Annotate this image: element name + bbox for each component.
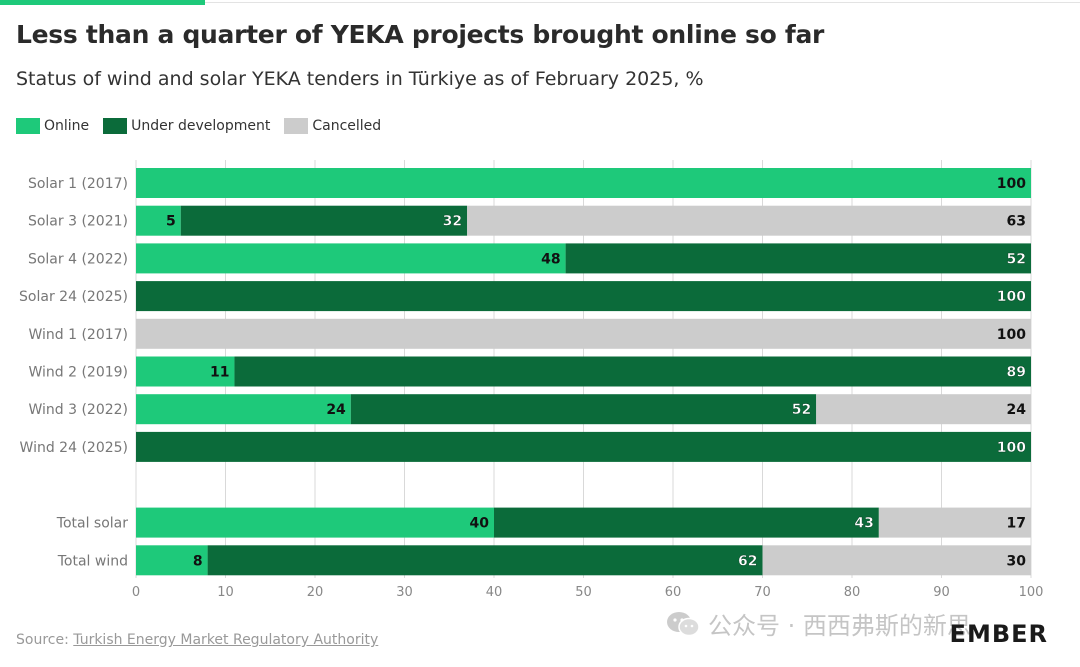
category-label: Solar 3 (2021): [28, 214, 128, 230]
bar-segment-online: [136, 545, 208, 576]
x-tick-label: 10: [217, 585, 234, 600]
wechat-icon: [667, 611, 700, 636]
bar-segment-under-development: [494, 507, 879, 538]
x-tick-label: 20: [307, 585, 324, 600]
data-label: 30: [1007, 553, 1027, 569]
data-label: 100: [997, 440, 1026, 456]
category-label: Wind 24 (2025): [20, 440, 128, 456]
source-note: Source: Turkish Energy Market Regulatory…: [16, 632, 378, 648]
x-tick-label: 60: [665, 585, 682, 600]
data-label: 43: [854, 516, 873, 532]
watermark-text: 公众号 · 西西弗斯的新思: [708, 612, 971, 640]
x-tick-label: 0: [132, 585, 140, 600]
category-label: Wind 1 (2017): [28, 327, 128, 343]
legend: Online Under development Cancelled: [16, 118, 395, 134]
bar-segment-online: [136, 168, 1031, 198]
bar-segment-under-development: [207, 545, 763, 576]
legend-swatch-under-development: [103, 118, 128, 134]
x-tick-label: 90: [933, 585, 950, 600]
data-label: 32: [443, 214, 462, 230]
source-link[interactable]: Turkish Energy Market Regulatory Authori…: [73, 632, 379, 648]
category-label: Total wind: [57, 553, 128, 569]
x-tick-label: 70: [754, 585, 771, 600]
data-label: 11: [210, 365, 229, 381]
stacked-bar-chart: 0 10 20 30 40 50 60 70 80 90 100 Solar 1 (2017) 100 S…: [19, 160, 1044, 600]
legend-item-cancelled: Cancelled: [284, 118, 381, 134]
category-label: Total solar: [56, 516, 128, 532]
data-label: 48: [541, 251, 560, 267]
x-tick-label: 80: [844, 585, 861, 600]
legend-label-under-development: Under development: [131, 118, 271, 134]
legend-item-online: Online: [16, 118, 89, 134]
legend-label-online: Online: [44, 118, 90, 134]
bar-segment-under-development: [565, 243, 1031, 274]
x-tick-label: 100: [1019, 585, 1044, 600]
bar-segment-online: [136, 507, 494, 538]
category-label: Solar 1 (2017): [28, 176, 128, 192]
data-label: 40: [470, 516, 490, 532]
bar-segment-under-development: [234, 356, 1031, 387]
bar-segment-cancelled: [816, 394, 1031, 425]
legend-item-under-development: Under development: [103, 118, 270, 134]
data-label: 17: [1007, 516, 1026, 532]
x-tick-label: 30: [396, 585, 413, 600]
bar-segment-online: [136, 243, 566, 274]
data-label: 100: [997, 176, 1026, 192]
bar-segment-online: [136, 394, 351, 425]
watermark: 公众号 · 西西弗斯的新思: [666, 606, 971, 641]
data-label: 100: [997, 289, 1026, 305]
data-label: 5: [166, 214, 176, 230]
bar-segment-under-development: [136, 431, 1031, 462]
data-label: 52: [792, 402, 811, 418]
bar-segment-online: [136, 356, 235, 387]
legend-label-cancelled: Cancelled: [312, 118, 382, 134]
legend-swatch-cancelled: [284, 118, 309, 134]
data-label: 52: [1007, 251, 1026, 267]
ember-logo: EMBER: [949, 620, 1048, 648]
category-label: Wind 3 (2022): [28, 402, 128, 418]
x-tick-label: 40: [486, 585, 503, 600]
bar-segment-online: [136, 205, 181, 236]
data-label: 62: [738, 553, 757, 569]
bar-segment-under-development: [180, 205, 468, 236]
bar-segment-cancelled: [762, 545, 1031, 576]
x-tick-label: 50: [575, 585, 592, 600]
data-label: 100: [997, 327, 1026, 343]
chart-subtitle: Status of wind and solar YEKA tenders in…: [16, 68, 704, 90]
top-divider: [205, 2, 1080, 3]
data-label: 24: [326, 402, 346, 418]
data-label: 8: [193, 553, 203, 569]
chart-title: Less than a quarter of YEKA projects bro…: [16, 20, 825, 49]
legend-swatch-online: [16, 118, 40, 134]
category-label: Solar 24 (2025): [19, 289, 128, 305]
bar-segment-under-development: [350, 394, 817, 425]
category-label: Wind 2 (2019): [28, 365, 128, 381]
top-accent-bar: [0, 0, 205, 5]
bar-segment-under-development: [136, 281, 1031, 312]
data-label: 63: [1007, 214, 1026, 230]
category-label: Solar 4 (2022): [28, 251, 128, 267]
source-prefix: Source:: [16, 632, 74, 648]
bar-segment-cancelled: [136, 318, 1031, 349]
data-label: 89: [1007, 365, 1026, 381]
data-label: 24: [1007, 402, 1027, 418]
bar-segment-cancelled: [878, 507, 1031, 538]
bar-segment-cancelled: [467, 205, 1031, 236]
